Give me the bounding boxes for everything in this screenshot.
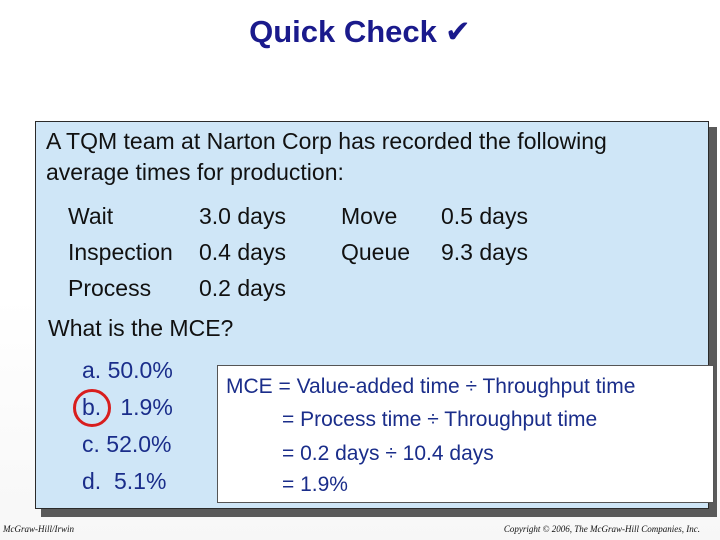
option-text: 50.0% (107, 357, 173, 383)
time-row-move: Move 0.5 days (341, 198, 528, 234)
time-label: Queue (341, 239, 411, 265)
time-row-wait: Wait 3.0 days (68, 198, 286, 234)
option-letter: d. (82, 468, 102, 494)
time-label: Inspection (68, 239, 173, 265)
option-text: 5.1% (113, 468, 167, 494)
time-value: 9.3 days (441, 239, 528, 265)
answer-options: a. 50.0% b. 1.9% c. 52.0% d. 5.1% (82, 352, 173, 500)
answer-line-3: = 0.2 days ÷ 10.4 days (282, 442, 494, 465)
option-text: 52.0% (106, 431, 172, 457)
problem-intro: A TQM team at Narton Corp has recorded t… (46, 128, 607, 185)
answer-box: MCE = Value-added time ÷ Throughput time… (217, 365, 714, 503)
time-value: 0.2 days (199, 275, 286, 301)
slide-title-text: Quick Check (249, 14, 437, 49)
time-label: Process (68, 275, 152, 301)
footer-publisher: McGraw-Hill/Irwin (3, 524, 74, 534)
question-text: What is the MCE? (48, 315, 234, 341)
times-column-right: Move 0.5 days Queue 9.3 days (341, 198, 528, 270)
time-value: 0.4 days (199, 239, 286, 265)
times-column-left: Wait 3.0 days Inspection 0.4 days Process 0… (68, 198, 286, 306)
slide-title: Quick Check ✔ (0, 14, 720, 50)
time-label: Wait (68, 203, 114, 229)
time-label: Move (341, 203, 398, 229)
time-value: 0.5 days (441, 203, 528, 229)
answer-line-2: = Process time ÷ Throughput time (282, 408, 598, 431)
option-a[interactable]: a. 50.0% (82, 352, 173, 389)
answer-line-1: MCE = Value-added time ÷ Throughput time (226, 375, 636, 398)
option-letter: a. (82, 357, 102, 383)
footer-copyright: Copyright © 2006, The McGraw-Hill Compan… (503, 524, 700, 534)
option-letter: c. (82, 431, 100, 457)
option-c[interactable]: c. 52.0% (82, 426, 173, 463)
answer-line-4: = 1.9% (282, 473, 348, 496)
time-row-process: Process 0.2 days (68, 270, 286, 306)
check-icon: ✔ (444, 14, 471, 49)
time-row-queue: Queue 9.3 days (341, 234, 528, 270)
time-row-inspection: Inspection 0.4 days (68, 234, 286, 270)
time-value: 3.0 days (199, 203, 286, 229)
correct-answer-circle (73, 389, 111, 427)
question-panel: A TQM team at Narton Corp has recorded t… (35, 121, 709, 509)
option-d[interactable]: d. 5.1% (82, 463, 173, 500)
option-text: 1.9% (120, 394, 173, 420)
